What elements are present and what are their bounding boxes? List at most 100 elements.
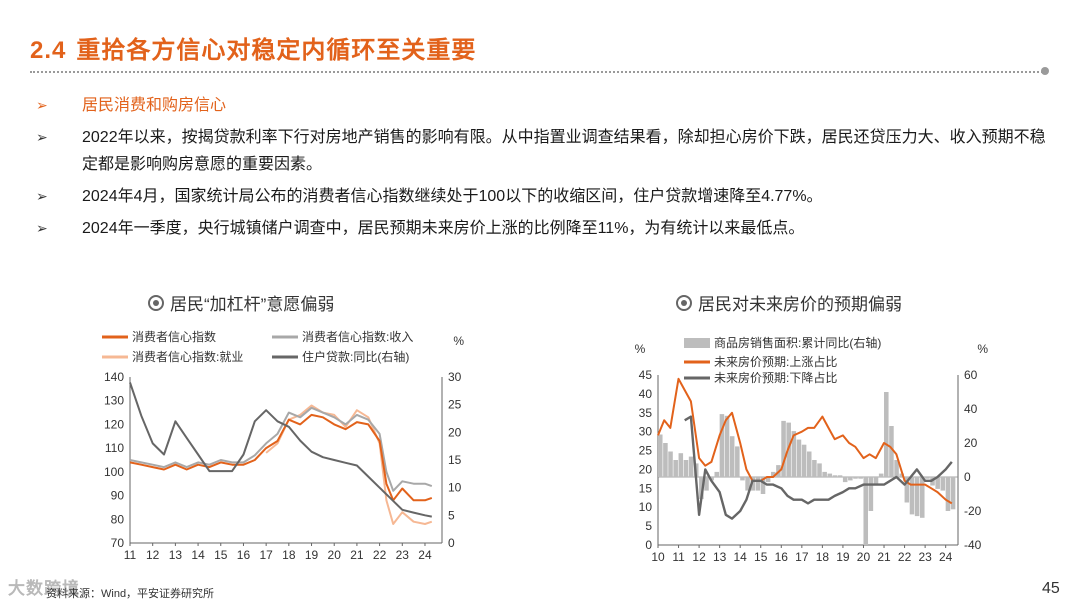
- y-tick-label-left: 110: [105, 441, 124, 455]
- section-title: 重拾各方信心对稳定内循环至关重要: [76, 37, 477, 64]
- bar-sales-area: [842, 477, 848, 483]
- bar-sales-area: [735, 446, 740, 477]
- y-tick-label-right: 0: [964, 470, 971, 484]
- bar-sales-area: [848, 477, 853, 481]
- bullet-item: ➢ 居民消费和购房信心: [36, 92, 1046, 119]
- bullet-item: ➢ 2024年4月，国家统计局公布的消费者信心指数继续处于100以下的收缩区间，住…: [36, 183, 1046, 210]
- bullet-text: 居民消费和购房信心: [82, 97, 227, 114]
- series-line-3: [265, 404, 433, 525]
- x-tick-label: 17: [259, 548, 273, 562]
- x-tick-label: 12: [146, 548, 160, 562]
- y-tick-label-left: 70: [111, 536, 125, 550]
- bar-sales-area: [796, 439, 802, 477]
- y-tick-label-right: -40: [964, 538, 982, 552]
- x-tick-label: 18: [816, 550, 830, 564]
- bar-sales-area: [709, 477, 714, 481]
- legend-label: 消费者信心指数: [132, 329, 216, 344]
- y-tick-label-right: 30: [448, 370, 462, 384]
- page-title: 2.4 重拾各方信心对稳定内循环至关重要: [30, 30, 476, 65]
- bar-sales-area: [673, 460, 678, 477]
- y-unit-left: %: [635, 342, 646, 356]
- chart-housing-expectations: 45 40 35 30 25 20 15 10 5 0 60 40 20 0 -20 -40% % 10 11 12 1…: [635, 335, 989, 564]
- x-tick-label: 20: [328, 548, 342, 562]
- x-tick-label: 21: [877, 550, 891, 564]
- bar-sales-area: [873, 477, 879, 486]
- x-tick-label: 13: [169, 548, 183, 562]
- chart-consumer-confidence: 140 130 120 110 100 90 80 70 30 25 20 15 10 5 0% 11 12 13…: [102, 329, 464, 562]
- legend-label: 住户贷款:同比(右轴): [302, 349, 409, 364]
- legend-swatch: [684, 338, 710, 348]
- x-tick-label: 23: [396, 548, 410, 562]
- bar-sales-area: [760, 477, 766, 494]
- bullet-list: ➢ 居民消费和购房信心 ➢ 2022年以来，按揭贷款利率下行对房地产销售的影响有限。…: [36, 92, 1046, 247]
- x-tick-label: 13: [713, 550, 727, 564]
- bar-sales-area: [729, 436, 735, 477]
- series-line-2: [684, 415, 953, 520]
- y-tick-label-left: 90: [111, 489, 125, 503]
- y-tick-label-left: 10: [639, 500, 653, 514]
- bar-sales-area: [909, 477, 915, 515]
- bullet-text: 2022年以来，按揭贷款利率下行对房地产销售的影响有限。从中指置业调查结果看，除…: [82, 129, 1046, 173]
- chart1-title-text: 居民“加杠杆”意愿偏弱: [170, 295, 335, 314]
- arrow-icon: ➢: [36, 220, 48, 236]
- y-tick-label-left: 45: [639, 368, 653, 382]
- y-tick-label-left: 140: [104, 370, 124, 384]
- y-tick-label-right: 15: [448, 453, 462, 467]
- chart2-title-text: 居民对未来房价的预期偏弱: [698, 295, 902, 314]
- legend-label: 消费者信心指数:就业: [132, 349, 243, 364]
- y-tick-label-right: 25: [448, 398, 462, 412]
- bullet-text: 2024年一季度，央行城镇储户调查中，居民预期未来房价上涨的比例降至11%，为有…: [82, 220, 805, 237]
- bar-sales-area: [699, 477, 704, 500]
- series-line-1: [129, 413, 433, 502]
- bar-sales-area: [755, 477, 761, 491]
- bar-sales-area: [719, 414, 725, 477]
- bar-sales-area: [914, 477, 920, 517]
- chart2-title: 居民对未来房价的预期偏弱: [676, 290, 902, 315]
- x-tick-label: 15: [754, 550, 768, 564]
- arrow-icon: ➢: [36, 97, 48, 113]
- x-tick-label: 15: [214, 548, 228, 562]
- y-tick-label-left: 15: [639, 481, 653, 495]
- x-tick-label: 23: [918, 550, 932, 564]
- x-tick-label: 11: [124, 548, 137, 562]
- x-tick-label: 19: [305, 548, 319, 562]
- legend-label: 消费者信心指数:收入: [302, 329, 413, 344]
- x-tick-label: 10: [651, 550, 665, 564]
- y-tick-label-left: 100: [104, 465, 124, 479]
- series-line-1: [657, 377, 953, 505]
- y-tick-label-left: 130: [104, 394, 124, 408]
- bar-sales-area: [837, 475, 843, 477]
- legend-label: 商品房销售面积:累计同比(右轴): [714, 335, 881, 350]
- legend-label: 未来房价预期:上涨占比: [714, 354, 837, 369]
- bar-sales-area: [925, 477, 930, 479]
- bar-sales-area: [858, 477, 863, 479]
- bar-sales-area: [806, 451, 812, 477]
- series-line-2: [129, 406, 433, 492]
- x-tick-label: 24: [939, 550, 953, 564]
- bar-sales-area: [878, 473, 884, 477]
- x-tick-label: 12: [692, 550, 706, 564]
- y-tick-label-right: 0: [448, 536, 455, 550]
- target-icon: [148, 294, 164, 311]
- legend-label: 未来房价预期:下降占比: [714, 370, 837, 385]
- bar-sales-area: [765, 477, 771, 483]
- bar-sales-area: [827, 473, 833, 477]
- bar-sales-area: [688, 456, 694, 477]
- bar-sales-area: [940, 477, 946, 491]
- y-tick-label-right: 10: [448, 481, 462, 495]
- y-tick-label-left: 25: [639, 444, 653, 458]
- x-tick-label: 16: [237, 548, 251, 562]
- x-tick-label: 17: [795, 550, 809, 564]
- bar-sales-area: [899, 473, 904, 477]
- bar-sales-area: [801, 444, 807, 477]
- bar-sales-area: [714, 471, 720, 477]
- y-tick-label-left: 35: [639, 406, 653, 420]
- x-tick-label: 14: [191, 548, 205, 562]
- y-tick-label-right: -20: [964, 504, 982, 518]
- x-tick-label: 22: [898, 550, 912, 564]
- watermark-logo: 大数跨境: [8, 579, 80, 598]
- y-unit-right: %: [977, 342, 988, 356]
- arrow-icon: ➢: [36, 188, 48, 204]
- y-tick-label-left: 80: [111, 512, 125, 526]
- bar-sales-area: [853, 477, 858, 479]
